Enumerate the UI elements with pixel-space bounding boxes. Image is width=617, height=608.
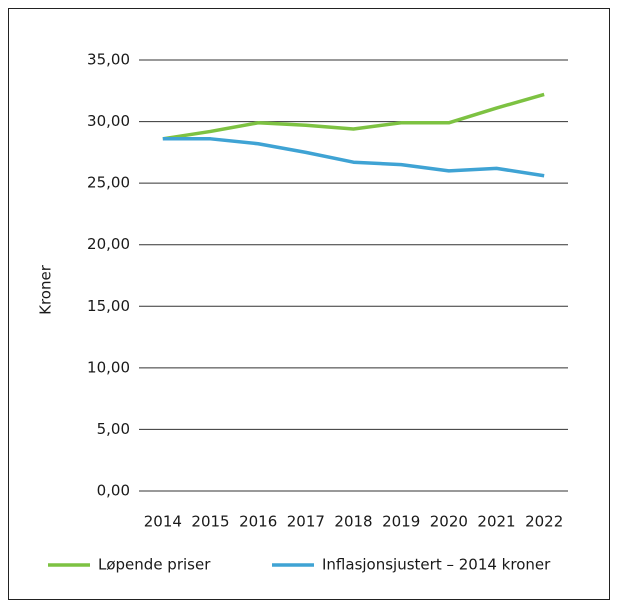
y-axis-label: Kroner [37,264,55,315]
series-line [162,137,545,178]
x-tick-label: 2022 [525,513,563,531]
y-tick-label: 35,00 [87,51,130,69]
x-tick-label: 2020 [430,513,468,531]
x-tick-label: 2021 [477,513,515,531]
x-tick-label: 2017 [287,513,325,531]
y-tick-label: 15,00 [87,297,130,315]
y-tick-label: 25,00 [87,174,130,192]
x-tick-label: 2018 [334,513,372,531]
x-tick-label: 2015 [191,513,229,531]
y-tick-label: 30,00 [87,112,130,130]
x-tick-label: 2014 [144,513,182,531]
legend-label: Inflasjonsjustert – 2014 kroner [322,556,551,574]
y-tick-label: 5,00 [97,420,130,438]
legend-label: Løpende priser [98,556,211,574]
frame [8,8,610,600]
y-tick-label: 0,00 [97,482,130,500]
y-tick-label: 10,00 [87,358,130,376]
series-line [162,92,545,141]
x-tick-label: 2019 [382,513,420,531]
y-tick-label: 20,00 [87,235,130,253]
x-tick-label: 2016 [239,513,277,531]
